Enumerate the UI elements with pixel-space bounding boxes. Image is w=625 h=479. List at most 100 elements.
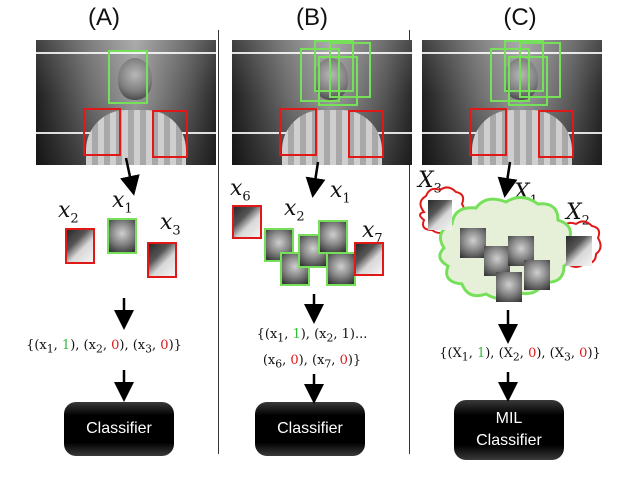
label-zero: 0: [290, 352, 299, 368]
arrow-frame-to-instances: [305, 161, 326, 198]
panel-title: (C): [503, 4, 537, 31]
negative-patch-box: [152, 110, 188, 158]
formula-text: ), (x: [119, 338, 146, 353]
positive-instance-thumb: [326, 252, 356, 286]
formula-line: {(X1, 1), (X2, 0), (X3, 0)}: [416, 346, 624, 364]
negative-instance-thumb: [65, 228, 95, 264]
training-set-formula: {(x1, 1), (x2, 0), (x3, 0)}: [0, 338, 208, 356]
arrow-frame-to-instances: [120, 157, 140, 196]
positive-patch-box: [490, 48, 530, 102]
negative-patch-box: [83, 108, 121, 156]
instance-label: x3: [160, 210, 181, 239]
negative-instance-thumb: [147, 242, 177, 278]
formula-text: ,: [570, 346, 580, 361]
negative-patch-box: [538, 110, 574, 158]
formula-text: ,: [102, 338, 112, 353]
positive-patch-box: [314, 40, 354, 92]
instance-label: x6: [230, 176, 251, 205]
label-zero: 0: [160, 338, 169, 353]
positive-instance-thumb: [524, 260, 550, 290]
panel-c: (C) X3 X1 X2 {(X1, 1), (X2, 0), (X3, 0)}…: [416, 0, 624, 479]
formula-subscript: 2: [326, 331, 334, 345]
label-zero: 0: [111, 338, 120, 353]
formula-text: )}: [168, 338, 182, 353]
formula-text: ,: [284, 327, 293, 342]
label-one: 1: [476, 346, 486, 361]
classifier-label: Classifier: [277, 420, 343, 437]
instance-label: x7: [362, 218, 383, 247]
label-zero: 0: [528, 346, 537, 361]
panel-title: (A): [88, 4, 120, 31]
formula-text: , 1)...: [333, 327, 368, 342]
formula-subscript: 3: [145, 342, 153, 356]
formula-text: {(X: [439, 346, 462, 361]
positive-instance-thumb: [264, 228, 294, 262]
negative-patch-box: [469, 108, 507, 156]
negative-patch-box: [348, 110, 384, 158]
formula-line: (x6, 0), (x7, 0)}: [208, 350, 416, 376]
positive-instance-thumb: [460, 228, 486, 258]
formula-text: ,: [53, 338, 62, 353]
positive-patch-box: [108, 50, 148, 104]
negative-instance-thumb: [428, 200, 452, 230]
formula-text: ), (X: [536, 346, 565, 361]
instance-label: x1: [330, 178, 351, 207]
formula-text: ), (x: [300, 327, 327, 342]
formula-subscript: 1: [277, 331, 285, 345]
positive-patch-box: [519, 42, 561, 98]
arrow-frame-to-bags: [497, 161, 518, 198]
formula-subscript: 3: [564, 350, 571, 364]
positive-instance-thumb: [484, 246, 510, 276]
panel-title: (B): [296, 4, 328, 31]
label-one: 1: [292, 327, 301, 342]
formula-subscript: 2: [512, 350, 520, 364]
positive-patch-box: [329, 42, 371, 98]
negative-patch-box: [279, 108, 317, 156]
video-frame: [422, 40, 602, 165]
formula-subscript: 2: [95, 342, 103, 356]
formula-text: )}: [347, 352, 362, 368]
formula-text: {(x: [256, 327, 278, 342]
positive-patch-box: [300, 48, 340, 102]
label-zero: 0: [339, 352, 348, 368]
label-zero: 0: [579, 346, 588, 361]
negative-instance-thumb: [232, 205, 262, 239]
classifier-label: Classifier: [86, 420, 152, 437]
panel-b: (B) x6 x2 x1 x7 {(x1, 1), (x2, 1)... (x6…: [208, 0, 416, 479]
positive-instance-thumb: [107, 218, 137, 254]
classifier-block: Classifier: [255, 402, 365, 456]
video-frame: [232, 40, 412, 165]
formula-text: ,: [282, 352, 291, 368]
training-set-formula: {(x1, 1), (x2, 1)... (x6, 0), (x7, 0)}: [208, 324, 416, 375]
formula-text: ), (x: [298, 352, 325, 368]
classifier-label-line1: MIL: [495, 410, 523, 427]
instance-label: x2: [284, 196, 305, 225]
formula-subscript: 6: [275, 357, 283, 371]
training-set-formula: {(X1, 1), (X2, 0), (X3, 0)}: [416, 346, 624, 364]
panel-divider-bc: [409, 30, 410, 454]
formula-text: (x: [262, 352, 276, 368]
formula-line: {(x1, 1), (x2, 0), (x3, 0)}: [0, 338, 208, 356]
formula-line: {(x1, 1), (x2, 1)...: [208, 324, 416, 350]
formula-text: ,: [519, 346, 529, 361]
formula-text: {(x: [26, 338, 47, 353]
formula-subscript: 1: [46, 342, 54, 356]
positive-instance-thumb: [496, 272, 522, 302]
formula-text: )}: [587, 346, 601, 361]
positive-patch-box: [504, 40, 544, 92]
classifier-block: MIL Classifier: [454, 400, 564, 460]
panel-a: (A) x2 x1 x3 {(x1, 1), (x2, 0), (x3, 0)}…: [0, 0, 216, 479]
positive-patch-box: [508, 56, 548, 106]
formula-text: ), (x: [70, 338, 96, 353]
panel-divider-ab: [218, 30, 219, 454]
video-frame: [36, 40, 216, 165]
classifier-label-line2: Classifier: [476, 432, 542, 449]
formula-subscript: 1: [461, 350, 469, 364]
negative-instance-thumb: [566, 236, 592, 266]
formula-text: ), (X: [485, 346, 513, 361]
negative-instance-thumb: [354, 242, 384, 276]
formula-subscript: 7: [324, 357, 332, 371]
classifier-block: Classifier: [64, 402, 174, 456]
positive-patch-box: [318, 56, 358, 106]
